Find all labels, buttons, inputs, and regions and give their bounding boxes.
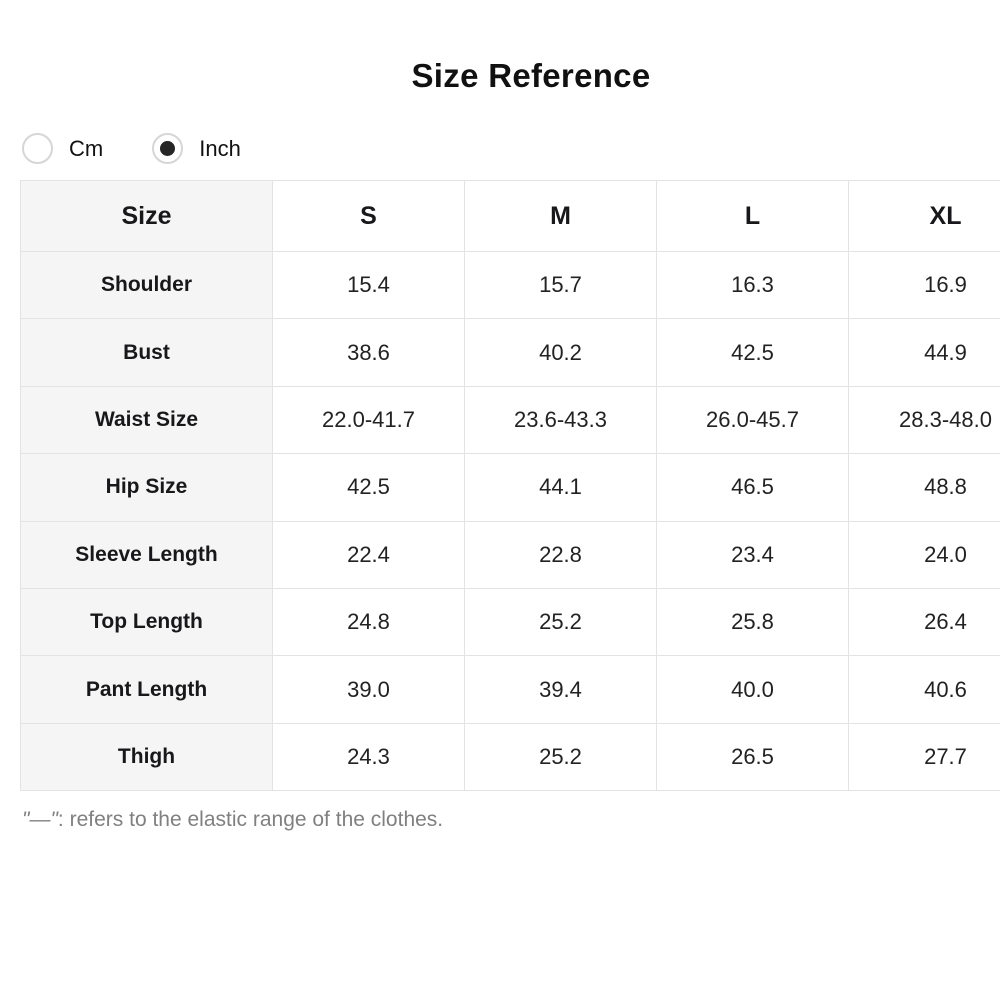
table-row: Sleeve Length 22.4 22.8 23.4 24.0 — [20, 520, 1000, 589]
table-header-row: Size S M L XL — [20, 180, 1000, 252]
footnote: "—": refers to the elastic range of the … — [22, 806, 1000, 834]
table-row: Thigh 24.3 25.2 26.5 27.7 — [20, 722, 1000, 792]
measurement-cell: 26.4 — [848, 587, 1000, 657]
row-label-cell: Hip Size — [20, 453, 273, 522]
page-title: Size Reference — [411, 57, 651, 94]
radio-label-cm: Cm — [69, 135, 104, 161]
measurement-cell: 44.1 — [464, 453, 657, 522]
measurement-cell: 15.7 — [464, 250, 657, 320]
footnote-symbol: "—" — [22, 808, 58, 832]
row-label-cell: Waist Size — [20, 385, 273, 455]
corner-header-cell: Size — [20, 180, 273, 252]
size-header-cell: S — [272, 180, 465, 252]
table-body: Shoulder 15.4 15.7 16.3 16.9 Bust 38.6 40.2 42.5… — [20, 250, 1000, 792]
table-row: Pant Length 39.0 39.4 40.0 40.6 — [20, 655, 1000, 724]
row-label-cell: Sleeve Length — [20, 520, 273, 589]
measurement-cell: 38.6 — [272, 318, 465, 387]
radio-option-cm[interactable]: Cm — [22, 133, 103, 164]
size-table: Size S M L XL Shoulder 15.4 15.7 16.3 16.9 Bust 38… — [20, 180, 1000, 792]
measurement-cell: 40.0 — [656, 655, 849, 724]
size-header-cell: L — [656, 180, 849, 252]
measurement-cell: 40.6 — [848, 655, 1000, 724]
measurement-cell: 39.0 — [272, 655, 465, 724]
measurement-cell: 25.8 — [656, 587, 849, 657]
measurement-cell: 28.3-48.0 — [848, 385, 1000, 455]
size-header-cell: M — [464, 180, 657, 252]
measurement-cell: 23.4 — [656, 520, 849, 589]
size-header-cell: XL — [848, 180, 1000, 252]
row-label-cell: Top Length — [20, 587, 273, 657]
measurement-cell: 27.7 — [848, 722, 1000, 792]
measurement-cell: 24.3 — [272, 722, 465, 792]
table-row: Hip Size 42.5 44.1 46.5 48.8 — [20, 453, 1000, 522]
measurement-cell: 44.9 — [848, 318, 1000, 387]
measurement-cell: 22.0-41.7 — [272, 385, 465, 455]
radio-selected-icon — [152, 133, 184, 164]
measurement-cell: 42.5 — [272, 453, 465, 522]
measurement-cell: 40.2 — [464, 318, 657, 387]
row-label-cell: Bust — [20, 318, 273, 387]
measurement-cell: 22.4 — [272, 520, 465, 589]
measurement-cell: 26.5 — [656, 722, 849, 792]
row-label-cell: Shoulder — [20, 250, 273, 320]
measurement-cell: 25.2 — [464, 722, 657, 792]
measurement-cell: 48.8 — [848, 453, 1000, 522]
row-label-cell: Thigh — [20, 722, 273, 792]
footnote-text: : refers to the elastic range of the clo… — [57, 808, 444, 832]
measurement-cell: 24.0 — [848, 520, 1000, 589]
unit-toggle-group: Cm Inch — [20, 133, 1000, 164]
radio-option-inch[interactable]: Inch — [152, 133, 241, 164]
measurement-cell: 16.9 — [848, 250, 1000, 320]
measurement-cell: 24.8 — [272, 587, 465, 657]
row-label-cell: Pant Length — [20, 655, 273, 724]
measurement-cell: 25.2 — [464, 587, 657, 657]
measurement-cell: 15.4 — [272, 250, 465, 320]
table-row: Waist Size 22.0-41.7 23.6-43.3 26.0-45.7 28.… — [20, 385, 1000, 455]
measurement-cell: 42.5 — [656, 318, 849, 387]
table-row: Shoulder 15.4 15.7 16.3 16.9 — [20, 250, 1000, 320]
measurement-cell: 22.8 — [464, 520, 657, 589]
measurement-cell: 16.3 — [656, 250, 849, 320]
measurement-cell: 23.6-43.3 — [464, 385, 657, 455]
radio-unselected-icon — [22, 133, 53, 164]
table-row: Bust 38.6 40.2 42.5 44.9 — [20, 318, 1000, 387]
measurement-cell: 26.0-45.7 — [656, 385, 849, 455]
measurement-cell: 46.5 — [656, 453, 849, 522]
measurement-cell: 39.4 — [464, 655, 657, 724]
radio-dot — [160, 141, 176, 156]
size-reference-panel: Size Reference Cm Inch Size S M L XL Shoulde… — [20, 0, 1000, 834]
table-row: Top Length 24.8 25.2 25.8 26.4 — [20, 587, 1000, 657]
radio-label-inch: Inch — [199, 135, 241, 161]
